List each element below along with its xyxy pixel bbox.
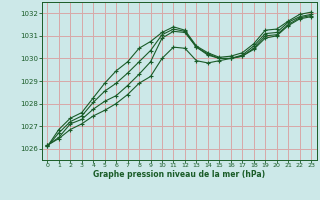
X-axis label: Graphe pression niveau de la mer (hPa): Graphe pression niveau de la mer (hPa) <box>93 170 265 179</box>
